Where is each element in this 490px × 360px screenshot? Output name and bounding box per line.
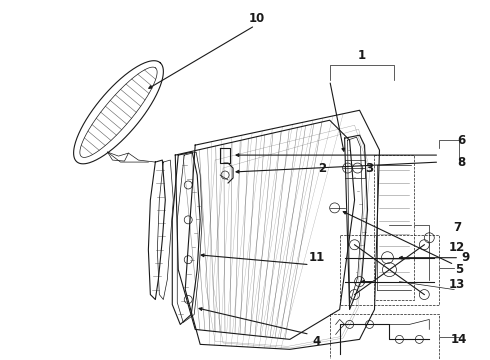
- Text: 14: 14: [451, 333, 467, 346]
- Text: 2: 2: [318, 162, 326, 175]
- Text: 1: 1: [358, 49, 366, 62]
- Text: 8: 8: [457, 156, 465, 168]
- Text: 11: 11: [309, 251, 325, 264]
- Text: 7: 7: [453, 221, 461, 234]
- Text: 10: 10: [249, 12, 265, 25]
- Text: 4: 4: [313, 335, 321, 348]
- Text: 5: 5: [455, 263, 464, 276]
- Text: 3: 3: [366, 162, 373, 175]
- Text: 9: 9: [461, 251, 469, 264]
- Text: 12: 12: [449, 241, 466, 254]
- Text: 13: 13: [449, 278, 466, 291]
- Text: 6: 6: [457, 134, 465, 147]
